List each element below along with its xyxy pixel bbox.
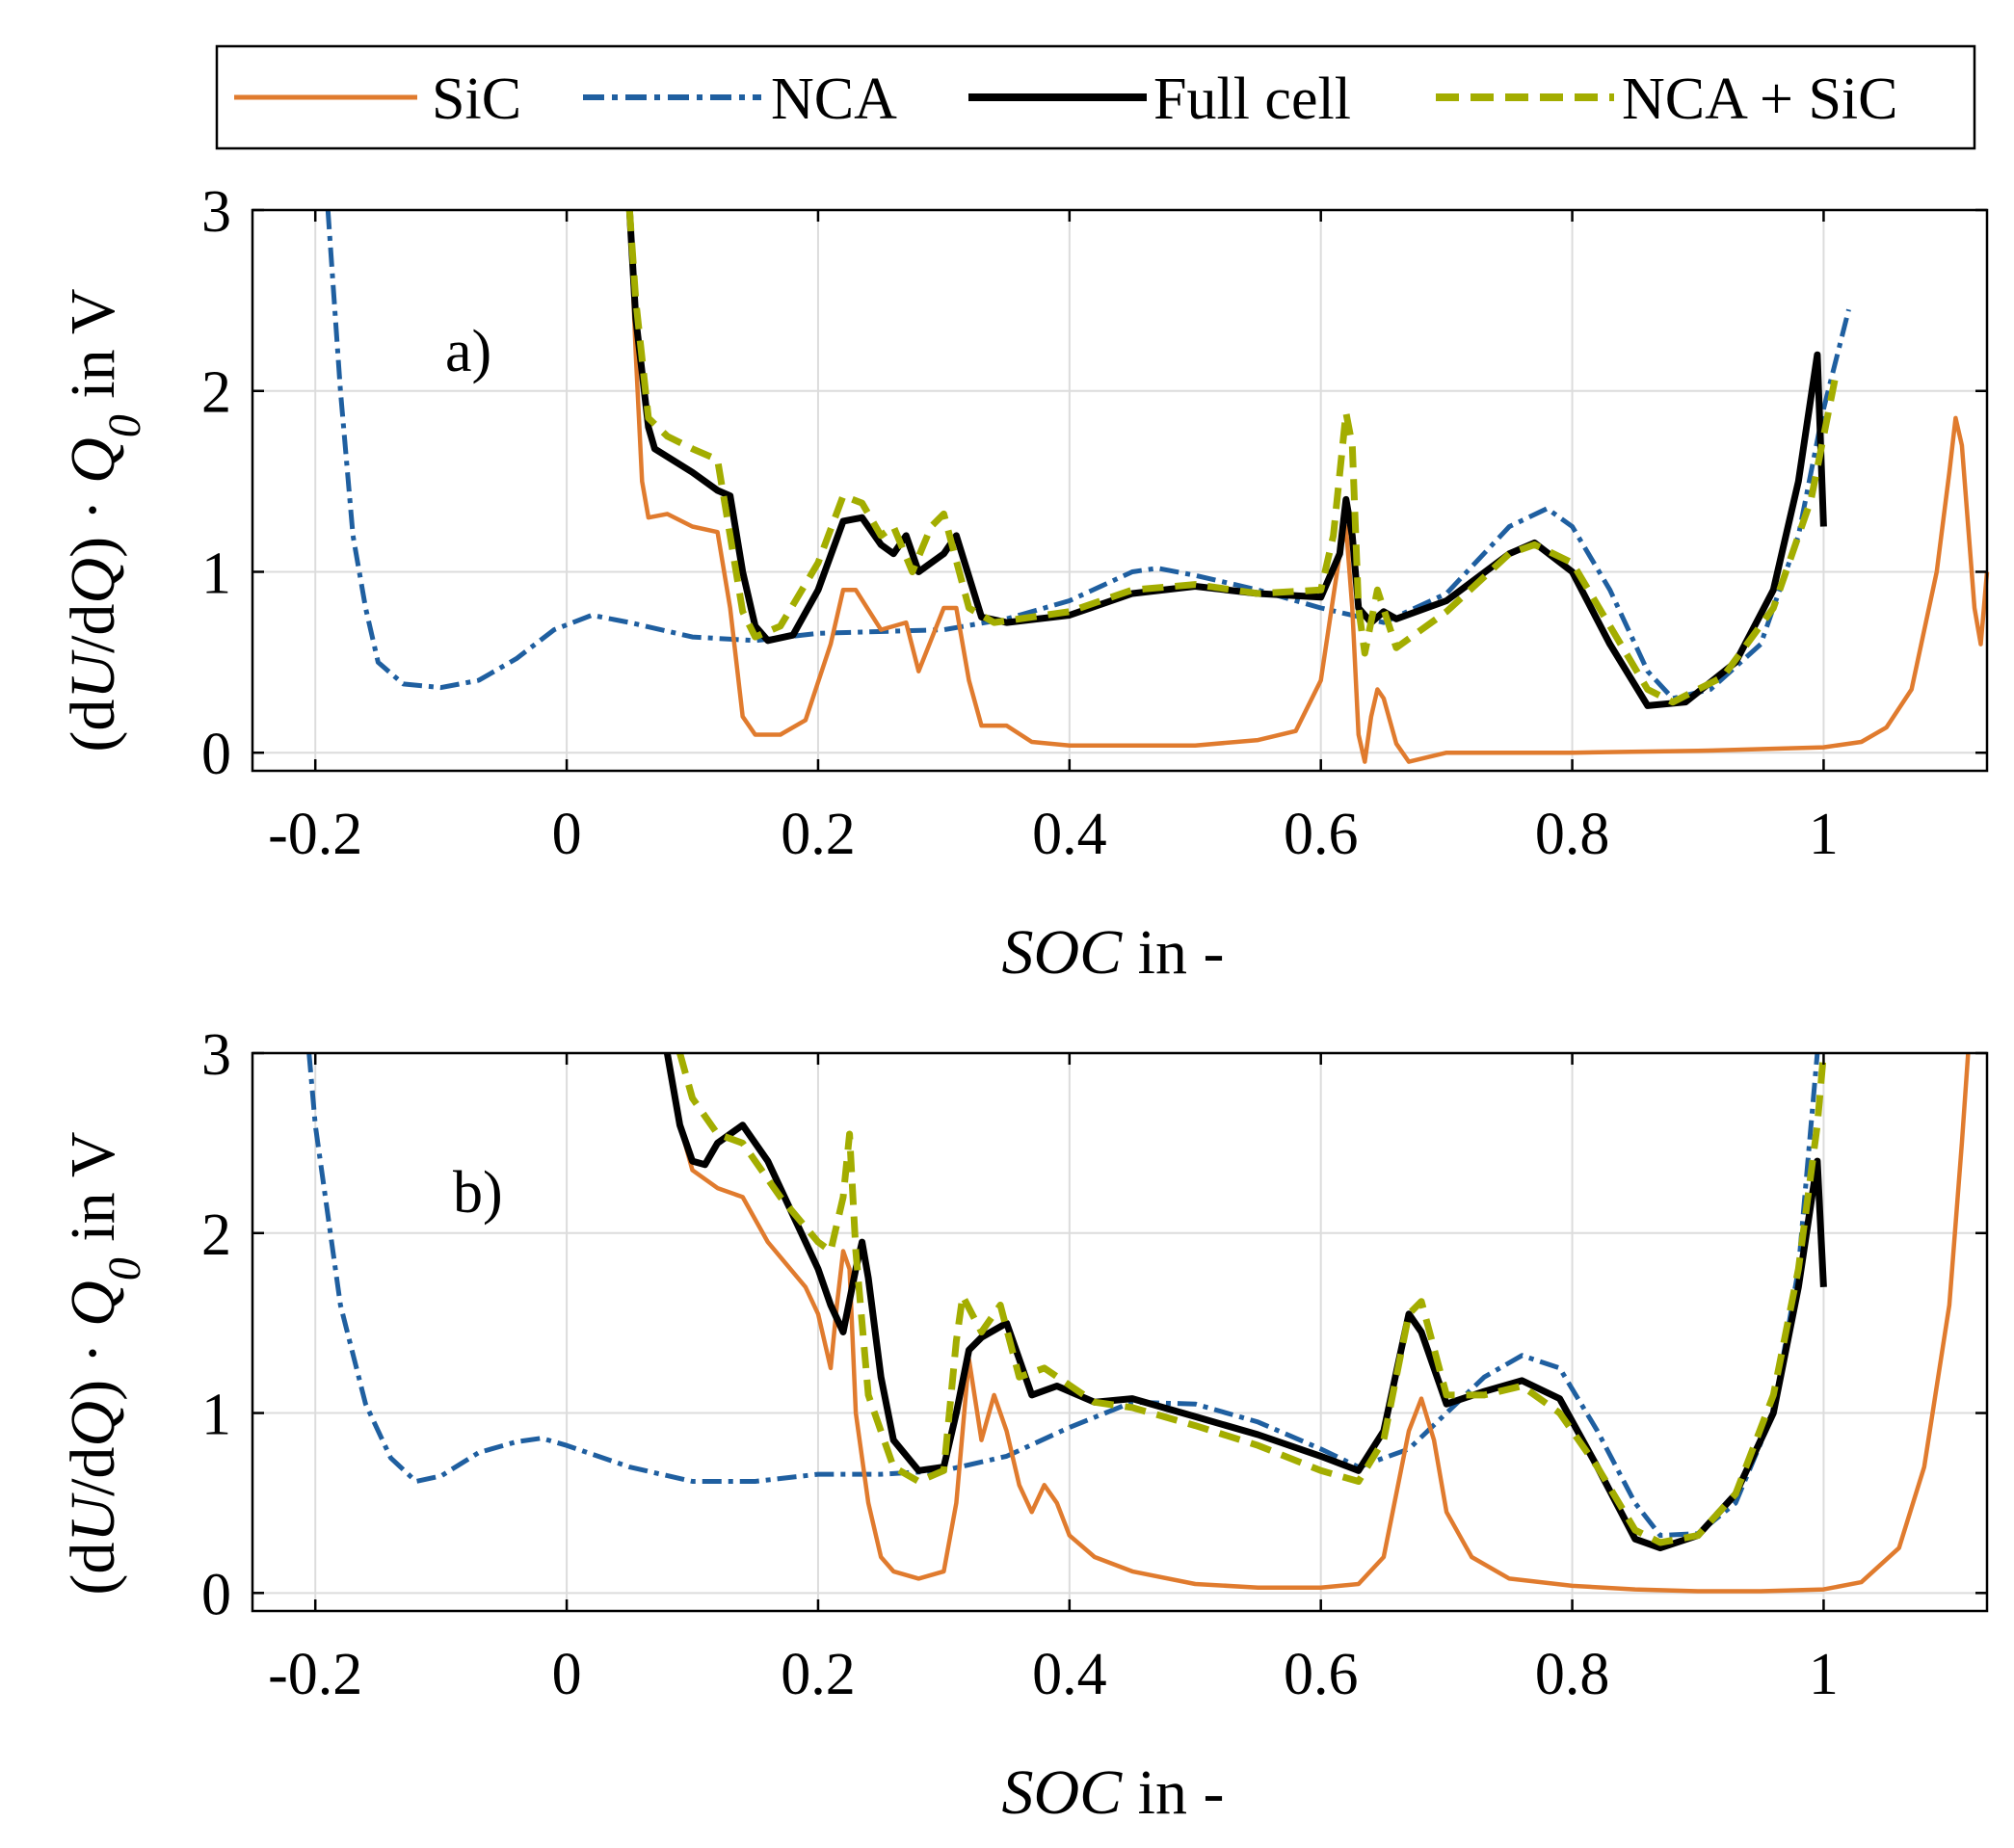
panel-b: -0.2 0 0.2 0.4 0.6 0.8 1 0 1 2 3 b) SOC in - (dU/…: [58, 1022, 1989, 1828]
y-label-b-part: in V: [58, 1131, 128, 1257]
x-ticks-b: -0.2 0 0.2 0.4 0.6 0.8 1: [268, 1053, 1839, 1707]
y-label-b-part: /d: [58, 1447, 128, 1496]
series-b-nca-sic: [676, 1052, 1827, 1546]
x-tick-label-a: 0.8: [1535, 802, 1610, 867]
y-ticks-b: 0 1 2 3: [201, 1022, 1987, 1627]
y-label-b-part: 0: [99, 1257, 150, 1280]
x-axis-label-a-rest: in -: [1122, 917, 1224, 988]
x-tick-label-a: 0.6: [1284, 802, 1359, 867]
y-tick-label-a: 2: [201, 360, 231, 426]
y-tick-label-b: 1: [201, 1383, 231, 1448]
y-label-b-part: ) ·: [58, 1327, 128, 1401]
y-tick-label-a: 0: [201, 722, 231, 787]
y-label-a-part: in V: [58, 288, 128, 414]
y-axis-label-a: (dU/dQ) · Q0 in V: [58, 288, 150, 752]
x-tick-label-b: 0.8: [1535, 1642, 1610, 1707]
y-ticks-a: 0 1 2 3: [201, 179, 1987, 787]
x-ticks-a: -0.2 0 0.2 0.4 0.6 0.8 1: [268, 210, 1839, 867]
y-tick-label-b: 0: [201, 1562, 231, 1627]
x-tick-label-b: 0.6: [1284, 1642, 1359, 1707]
x-axis-label-a-italic: SOC: [1001, 917, 1123, 988]
y-tick-label-a: 3: [201, 179, 231, 245]
series-a-sic: [627, 209, 1990, 764]
legend-item-nca-sic: NCA + SiC: [1436, 66, 1898, 132]
x-tick-label-a: 0.4: [1032, 802, 1107, 867]
series-layer-b: [306, 1052, 1971, 1594]
legend-label-nca-sic: NCA + SiC: [1622, 66, 1898, 132]
y-tick-label-b: 2: [201, 1202, 231, 1268]
x-axis-label-b-rest: in -: [1122, 1757, 1224, 1828]
legend-item-nca: NCA: [583, 66, 897, 132]
x-axis-label-a: SOC in -: [1001, 917, 1224, 988]
axes-frame-a: [251, 208, 1989, 773]
y-tick-label-b: 3: [201, 1022, 231, 1088]
y-axis-label-b: (dU/dQ) · Q0 in V: [58, 1131, 150, 1595]
x-tick-label-b: 0.4: [1032, 1642, 1107, 1707]
legend-item-sic: SiC: [234, 66, 521, 132]
legend-item-full-cell: Full cell: [968, 66, 1351, 132]
series-b-full-cell: [663, 1052, 1827, 1552]
legend-label-full-cell: Full cell: [1153, 66, 1351, 132]
legend-label-sic: SiC: [432, 66, 521, 132]
legend: SiC NCA Full cell NCA + SiC: [215, 44, 1976, 150]
y-label-b-part: U: [58, 1492, 128, 1543]
panel-label-b: b): [453, 1160, 503, 1226]
panel-a: -0.2 0 0.2 0.4 0.6 0.8 1 0 1 2 3 a) SOC in - (dU/…: [58, 179, 1990, 988]
x-tick-label-b: 0: [552, 1642, 582, 1707]
x-tick-label-a: 0.2: [781, 802, 856, 867]
x-axis-label-b-italic: SOC: [1001, 1757, 1123, 1828]
grid-b: [252, 1052, 1987, 1611]
series-b-sic: [665, 1052, 1971, 1594]
x-tick-label-a: -0.2: [268, 802, 362, 867]
panel-label-a: a): [445, 319, 491, 384]
axes-frame-b: [251, 1051, 1989, 1613]
y-tick-label-a: 1: [201, 541, 231, 606]
x-tick-label-b: -0.2: [268, 1642, 362, 1707]
y-label-a-part: /d: [58, 604, 128, 653]
y-label-b-part: Q: [58, 1280, 128, 1327]
series-a-nca-sic: [625, 209, 1840, 706]
x-axis-label-b: SOC in -: [1001, 1757, 1224, 1828]
y-label-a-part: Q: [58, 437, 128, 484]
x-tick-label-b: 1: [1809, 1642, 1839, 1707]
y-label-a-part: Q: [58, 558, 128, 604]
y-label-a-part: ) ·: [58, 484, 128, 558]
x-tick-label-a: 0: [552, 802, 582, 867]
y-label-a-part: 0: [99, 414, 150, 437]
x-tick-label-b: 0.2: [781, 1642, 856, 1707]
legend-label-nca: NCA: [771, 66, 897, 132]
y-label-a-part: (d: [58, 700, 128, 752]
y-label-b-part: (d: [58, 1543, 128, 1596]
series-a-nca: [325, 209, 1851, 701]
series-layer-a: [325, 209, 1990, 764]
y-label-a-part: U: [58, 649, 128, 700]
y-label-b-part: Q: [58, 1401, 128, 1447]
x-tick-label-a: 1: [1809, 802, 1839, 867]
